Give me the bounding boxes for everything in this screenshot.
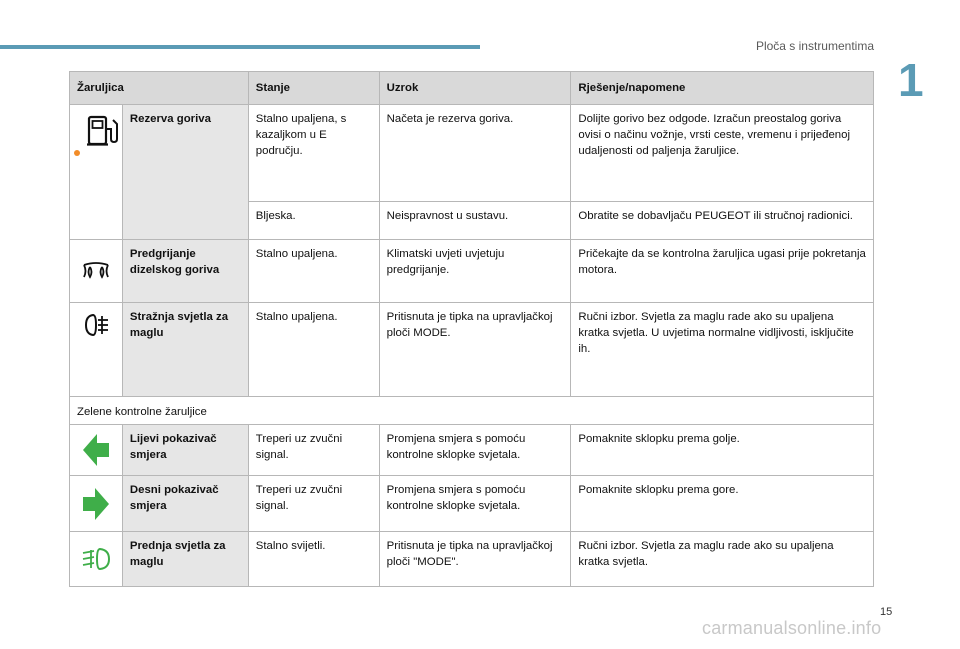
top-accent-bar bbox=[0, 45, 480, 49]
front-fog-light-icon-cell bbox=[69, 531, 123, 587]
solution-cell: Dolijte gorivo bez odgode. Izračun preos… bbox=[570, 104, 874, 202]
state-cell: Stalno upaljena. bbox=[247, 302, 380, 397]
glow-plug-icon-cell bbox=[69, 239, 123, 303]
table-row: Rezerva goriva Stalno upaljena, s kazalj… bbox=[69, 104, 874, 240]
state-cell: Stalno upaljena, s kazaljkom u E područj… bbox=[247, 104, 380, 202]
column-header-lamp: Žaruljica bbox=[69, 71, 249, 105]
fuel-pump-icon bbox=[87, 115, 118, 146]
column-header-cause: Uzrok bbox=[378, 71, 572, 105]
lamp-name: Desni pokazivač smjera bbox=[121, 475, 249, 532]
chapter-title: Ploča s instrumentima bbox=[755, 39, 874, 53]
lamp-name: Rezerva goriva bbox=[121, 104, 249, 240]
cause-cell: Načeta je rezerva goriva. bbox=[378, 104, 572, 202]
chapter-number: 1 bbox=[898, 54, 924, 106]
state-cell: Treperi uz zvučni signal. bbox=[247, 475, 380, 532]
table-row: Prednja svjetla za maglu Stalno svijetli… bbox=[69, 531, 874, 587]
lamp-name: Prednja svjetla za maglu bbox=[121, 531, 249, 587]
state-cell: Stalno svijetli. bbox=[247, 531, 380, 587]
right-arrow-icon bbox=[82, 487, 109, 520]
cause-cell: Promjena smjera s pomoću kontrolne sklop… bbox=[378, 424, 572, 476]
cause-cell: Neispravnost u sustavu. bbox=[378, 201, 572, 240]
solution-cell: Pomaknite sklopku prema golje. bbox=[570, 424, 874, 476]
page-number: 15 bbox=[880, 606, 893, 618]
rear-fog-light-icon-cell bbox=[69, 302, 123, 397]
section-label: Zelene kontrolne žaruljice bbox=[69, 396, 874, 425]
solution-cell: Pomaknite sklopku prema gore. bbox=[570, 475, 874, 532]
cause-cell: Pritisnuta je tipka na upravljačkoj ploč… bbox=[378, 531, 572, 587]
state-cell: Stalno upaljena. bbox=[247, 239, 380, 303]
table-row: Desni pokazivač smjera Treperi uz zvučni… bbox=[69, 475, 874, 532]
solution-cell: Ručni izbor. Svjetla za maglu rade ako s… bbox=[570, 531, 874, 587]
glow-plug-icon bbox=[83, 262, 109, 279]
lamp-name: Predgrijanje dizelskog goriva bbox=[121, 239, 249, 303]
rear-fog-light-icon bbox=[84, 313, 108, 337]
column-header-state: Stanje bbox=[247, 71, 380, 105]
state-cell: Treperi uz zvučni signal. bbox=[247, 424, 380, 476]
cause-cell: Klimatski uvjeti uvjetuju predgrijanje. bbox=[378, 239, 572, 303]
left-arrow-icon bbox=[82, 434, 109, 466]
table-row: Bljeska. Neispravnost u sustavu. Obratit… bbox=[70, 201, 874, 240]
warning-lights-table: Žaruljica Stanje Uzrok Rješenje/napomene… bbox=[69, 71, 874, 587]
front-fog-light-icon bbox=[82, 547, 110, 571]
cause-cell: Promjena smjera s pomoću kontrolne sklop… bbox=[378, 475, 572, 532]
state-cell: Bljeska. bbox=[247, 201, 380, 240]
table-row: Predgrijanje dizelskog goriva Stalno upa… bbox=[69, 239, 874, 303]
left-arrow-icon-cell bbox=[69, 424, 123, 476]
table-row: Stražnja svjetla za maglu Stalno upaljen… bbox=[69, 302, 874, 397]
table-header-row: Žaruljica Stanje Uzrok Rješenje/napomene bbox=[69, 71, 874, 105]
table-row: Lijevi pokazivač smjera Treperi uz zvučn… bbox=[69, 424, 874, 476]
solution-cell: Pričekajte da se kontrolna žaruljica uga… bbox=[570, 239, 874, 303]
watermark-link[interactable]: carmanualsonline.info bbox=[702, 618, 882, 638]
fuel-pump-icon-cell bbox=[69, 104, 123, 240]
cause-cell: Pritisnuta je tipka na upravljačkoj ploč… bbox=[378, 302, 572, 397]
column-header-solution: Rješenje/napomene bbox=[570, 71, 874, 105]
section-row: Zelene kontrolne žaruljice bbox=[69, 396, 874, 425]
solution-cell: Ručni izbor. Svjetla za maglu rade ako s… bbox=[570, 302, 874, 397]
right-arrow-icon-cell bbox=[69, 475, 123, 532]
lamp-name: Stražnja svjetla za maglu bbox=[121, 302, 249, 397]
warning-dot-icon bbox=[74, 150, 80, 156]
lamp-name: Lijevi pokazivač smjera bbox=[121, 424, 249, 476]
solution-cell: Obratite se dobavljaču PEUGEOT ili struč… bbox=[570, 201, 874, 240]
